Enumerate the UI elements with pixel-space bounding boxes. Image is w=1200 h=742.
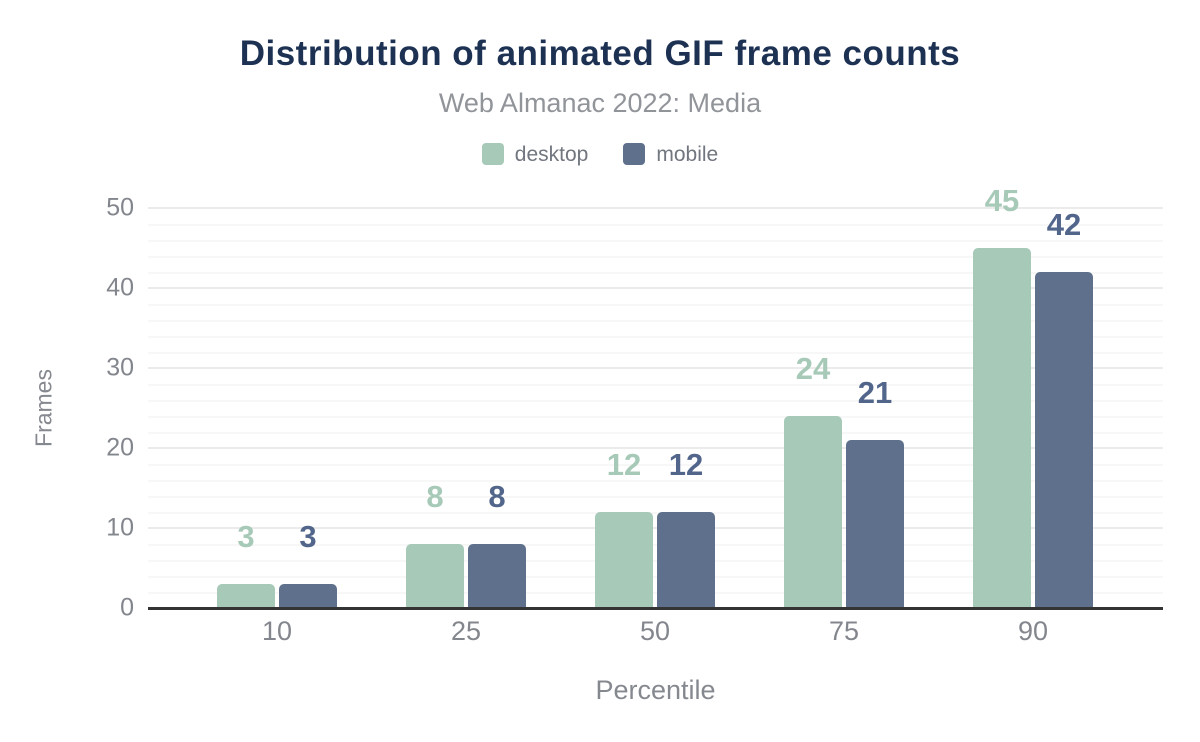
x-tick-label-25: 25 (450, 616, 482, 646)
gridline-minor (148, 576, 1163, 578)
bar-mobile-p75 (846, 440, 904, 608)
bar-mobile-p25 (468, 544, 526, 608)
bar-mobile-p50 (657, 512, 715, 608)
value-label-desktop-p25: 8 (426, 479, 444, 514)
y-tick-label-50: 50 (106, 193, 134, 222)
gridline-major (148, 527, 1163, 529)
x-tick-label-75: 75 (828, 616, 860, 646)
x-tick-label-90: 90 (1017, 616, 1049, 646)
gridline-minor (148, 320, 1163, 322)
legend: desktop mobile (0, 143, 1200, 165)
gridline-minor (148, 400, 1163, 402)
bar-desktop-p10 (217, 584, 275, 608)
legend-item-mobile: mobile (623, 143, 718, 165)
legend-label-desktop: desktop (514, 142, 589, 166)
x-axis-line (148, 607, 1163, 610)
bar-desktop-p25 (406, 544, 464, 608)
bar-mobile-p90 (1035, 272, 1093, 608)
value-label-mobile-p25: 8 (488, 479, 506, 514)
bar-desktop-p90 (973, 248, 1031, 608)
value-label-desktop-p90: 45 (984, 183, 1020, 218)
gridline-minor (148, 256, 1163, 258)
gridline-minor (148, 432, 1163, 434)
y-tick-label-40: 40 (106, 273, 134, 302)
gridline-minor (148, 272, 1163, 274)
value-label-mobile-p75: 21 (857, 375, 893, 410)
gridline-minor (148, 224, 1163, 226)
y-tick-label-30: 30 (106, 353, 134, 382)
gridline-minor (148, 512, 1163, 514)
legend-item-desktop: desktop (481, 142, 589, 166)
value-label-desktop-p75: 24 (795, 351, 831, 386)
gridline-minor (148, 480, 1163, 482)
gridline-minor (148, 592, 1163, 594)
y-tick-label-10: 10 (106, 513, 134, 542)
value-label-desktop-p10: 3 (237, 519, 255, 554)
chart-title: Distribution of animated GIF frame count… (239, 34, 961, 73)
bar-mobile-p10 (279, 584, 337, 608)
value-label-desktop-p50: 12 (606, 447, 642, 482)
gridline-major (148, 207, 1163, 209)
gridline-major (148, 447, 1163, 449)
gridline-major (148, 367, 1163, 369)
gridline-major (148, 287, 1163, 289)
gridline-minor (148, 496, 1163, 498)
value-label-mobile-p10: 3 (299, 519, 317, 554)
x-tick-label-10: 10 (261, 616, 293, 646)
bar-desktop-p75 (784, 416, 842, 608)
gridline-minor (148, 240, 1163, 242)
legend-swatch-mobile (623, 143, 646, 165)
x-tick-label-50: 50 (639, 616, 671, 646)
gridline-minor (148, 560, 1163, 562)
bar-desktop-p50 (595, 512, 653, 608)
y-axis-title: Frames (30, 369, 57, 447)
gridline-minor (148, 352, 1163, 354)
gridline-minor (148, 544, 1163, 546)
gridline-minor (148, 464, 1163, 466)
gridline-minor (148, 304, 1163, 306)
value-label-mobile-p90: 42 (1046, 207, 1082, 242)
chart-subtitle: Web Almanac 2022: Media (438, 88, 762, 118)
y-tick-label-20: 20 (106, 433, 134, 462)
x-axis-title: Percentile (595, 675, 716, 705)
gridline-minor (148, 384, 1163, 386)
legend-swatch-desktop (481, 143, 504, 165)
gridline-minor (148, 336, 1163, 338)
legend-label-mobile: mobile (656, 142, 719, 166)
value-label-mobile-p50: 12 (668, 447, 704, 482)
gridline-minor (148, 416, 1163, 418)
y-tick-label-0: 0 (120, 593, 134, 622)
